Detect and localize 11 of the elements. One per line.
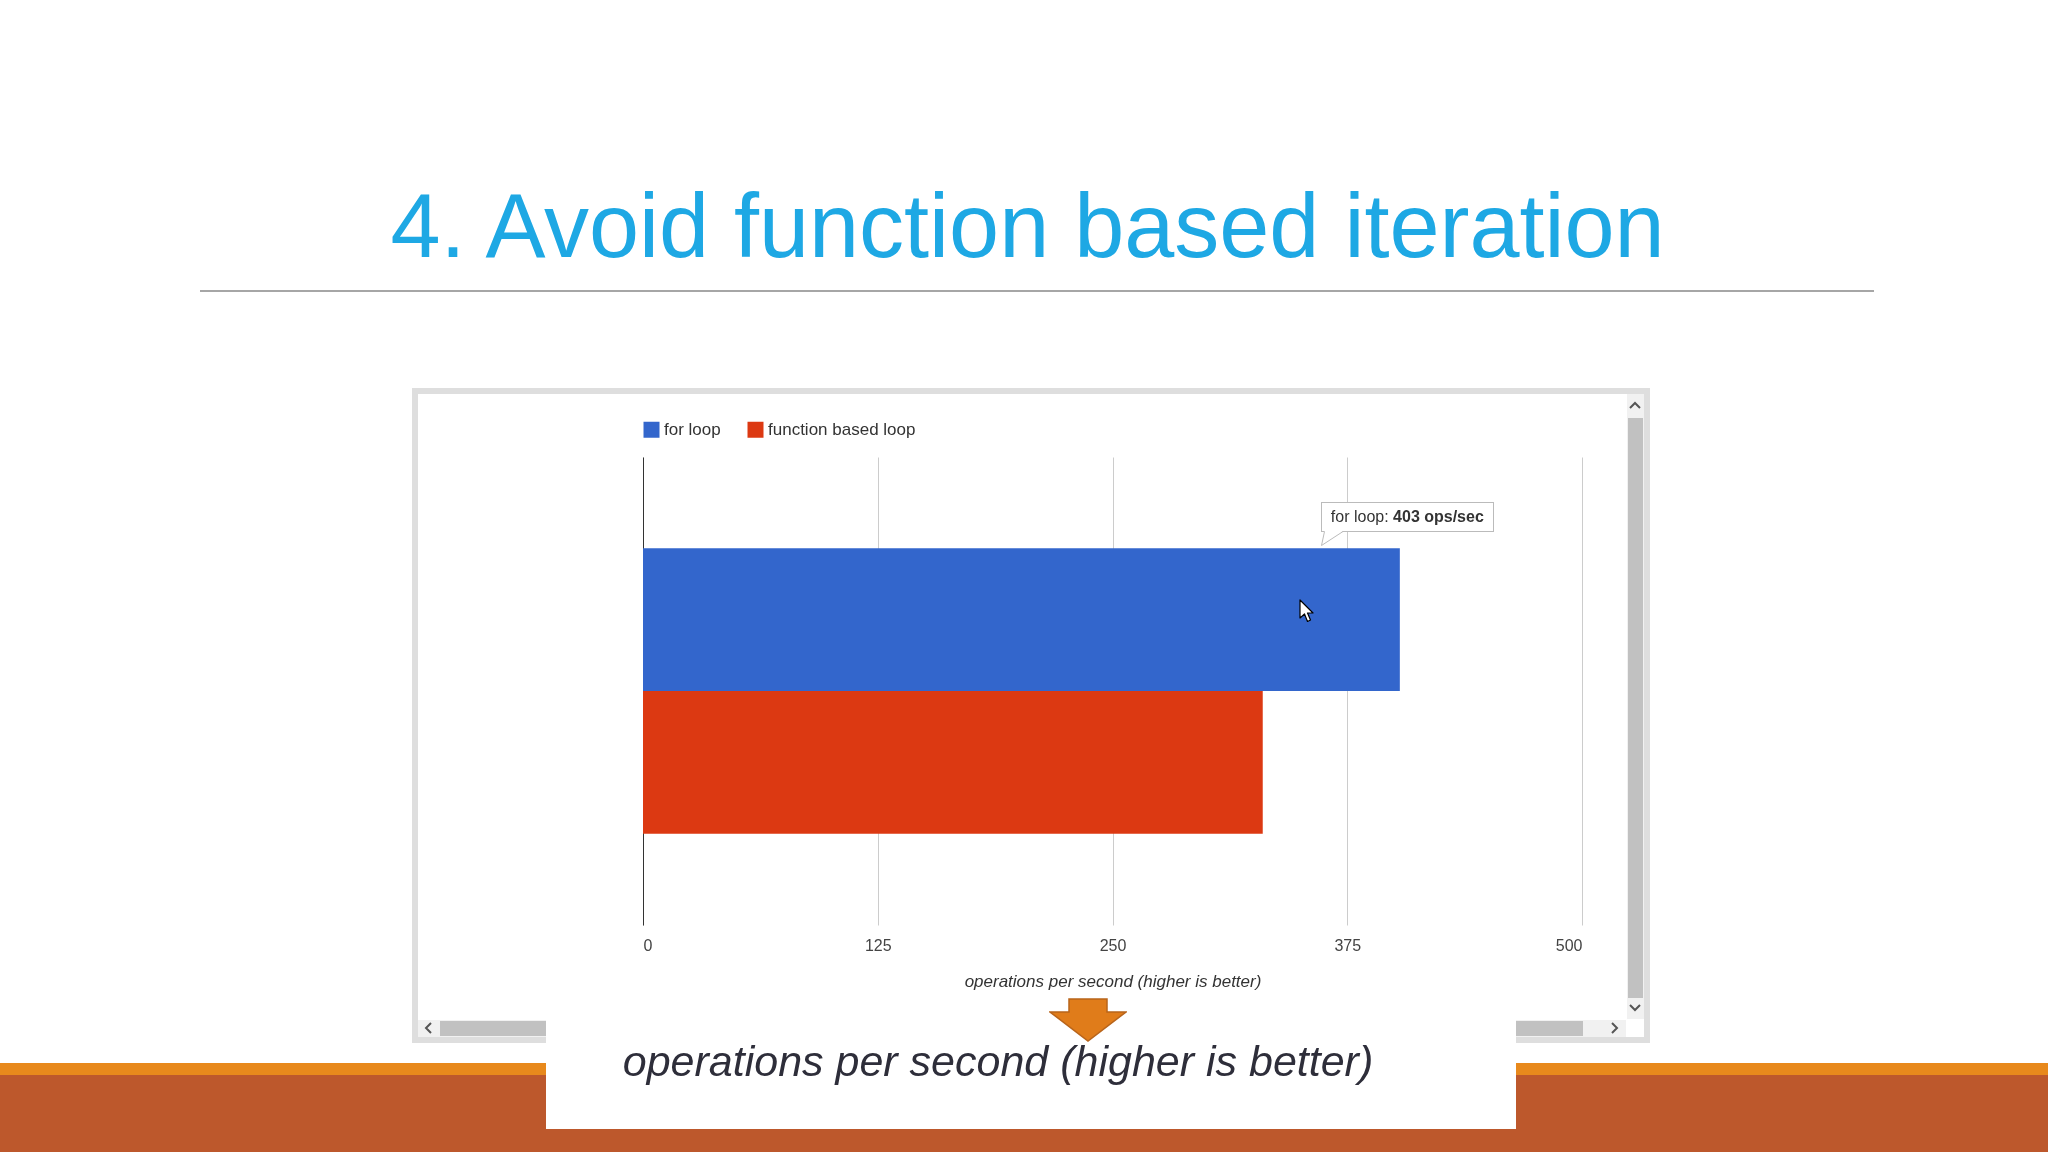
legend-label: for loop xyxy=(664,419,721,439)
x-tick-label: 0 xyxy=(643,936,653,954)
chart-title: 4. Avoid function based iteration xyxy=(390,176,1665,276)
x-tick-label: 125 xyxy=(864,936,892,954)
x-tick-label: 250 xyxy=(1099,936,1127,954)
x-tick-label: 375 xyxy=(1334,936,1362,954)
text: operations per second (higher is better) xyxy=(621,1037,1375,1086)
x-axis-title: operations per second (higher is better) xyxy=(964,971,1262,991)
annotation: for loop: 403 ops/sec xyxy=(1330,508,1484,525)
legend-label: function based loop xyxy=(768,419,916,439)
x-tick-label: 500 xyxy=(1555,936,1583,954)
